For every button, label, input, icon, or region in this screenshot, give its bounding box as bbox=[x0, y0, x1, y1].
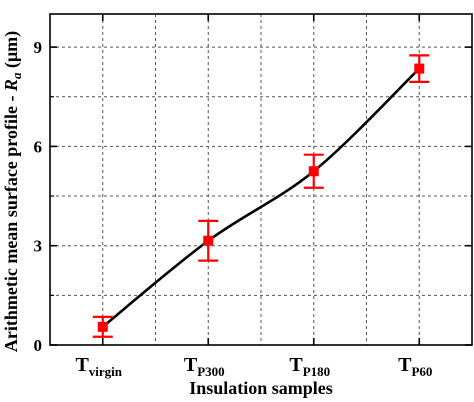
axes bbox=[49, 13, 473, 346]
x-axis-title: Insulation samples bbox=[189, 378, 333, 398]
series-line bbox=[101, 67, 421, 328]
y-tick-label: 6 bbox=[34, 137, 43, 156]
data-point bbox=[414, 63, 425, 74]
y-tick-label: 3 bbox=[34, 237, 43, 256]
grid-lines bbox=[50, 14, 472, 345]
x-tick-label: TP180 bbox=[289, 354, 330, 379]
data-point bbox=[308, 166, 319, 177]
data-markers bbox=[97, 63, 425, 332]
y-tick-label: 9 bbox=[34, 38, 43, 57]
data-point bbox=[97, 321, 108, 332]
x-tick-label: TP60 bbox=[398, 354, 432, 379]
x-tick-label: TP300 bbox=[184, 354, 225, 379]
x-tick-label: Tvirgin bbox=[75, 354, 122, 379]
y-axis-title: Arithmetic mean surface profile - Ra (μm… bbox=[1, 31, 24, 352]
fitted-curve bbox=[101, 67, 421, 328]
error-bars bbox=[92, 54, 430, 338]
labels: 0 3 6 9 Tvirgin TP300 TP180 TP60 Insulation samp… bbox=[1, 31, 432, 398]
data-point bbox=[203, 235, 214, 246]
plot-frame bbox=[49, 13, 473, 346]
y-tick-label: 0 bbox=[34, 336, 43, 355]
